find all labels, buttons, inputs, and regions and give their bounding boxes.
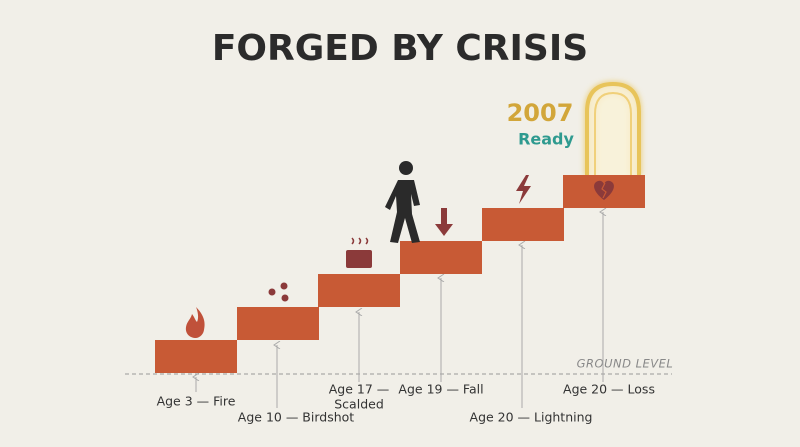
milestone-label: Age 3 — Fire — [157, 394, 236, 409]
fire-icon — [185, 307, 205, 338]
lightning-icon — [516, 175, 531, 204]
step — [155, 340, 237, 373]
milestone-label: Age 20 — Lightning — [470, 410, 593, 425]
status: Ready — [518, 130, 574, 149]
heart-crack — [601, 182, 607, 199]
person-icon — [385, 161, 420, 243]
milestone-label: Age 20 — Loss — [563, 382, 655, 397]
year: 2007 — [507, 99, 574, 127]
milestone-label: Scalded — [334, 397, 384, 412]
milestone-label: Age 10 — Birdshot — [238, 410, 354, 425]
milestone-label: Age 19 — Fall — [398, 382, 483, 397]
staircase — [155, 175, 645, 373]
step — [318, 274, 400, 307]
doorway — [585, 81, 641, 176]
title: FORGED BY CRISIS — [212, 28, 588, 69]
fall-arrow-icon — [435, 208, 453, 236]
birdshot-icon — [268, 282, 289, 302]
step — [482, 208, 564, 241]
radiator-icon — [346, 237, 372, 268]
ground-label: GROUND LEVEL — [577, 357, 674, 371]
milestone-label: Age 17 — — [329, 382, 390, 397]
step — [400, 241, 482, 274]
step — [237, 307, 319, 340]
